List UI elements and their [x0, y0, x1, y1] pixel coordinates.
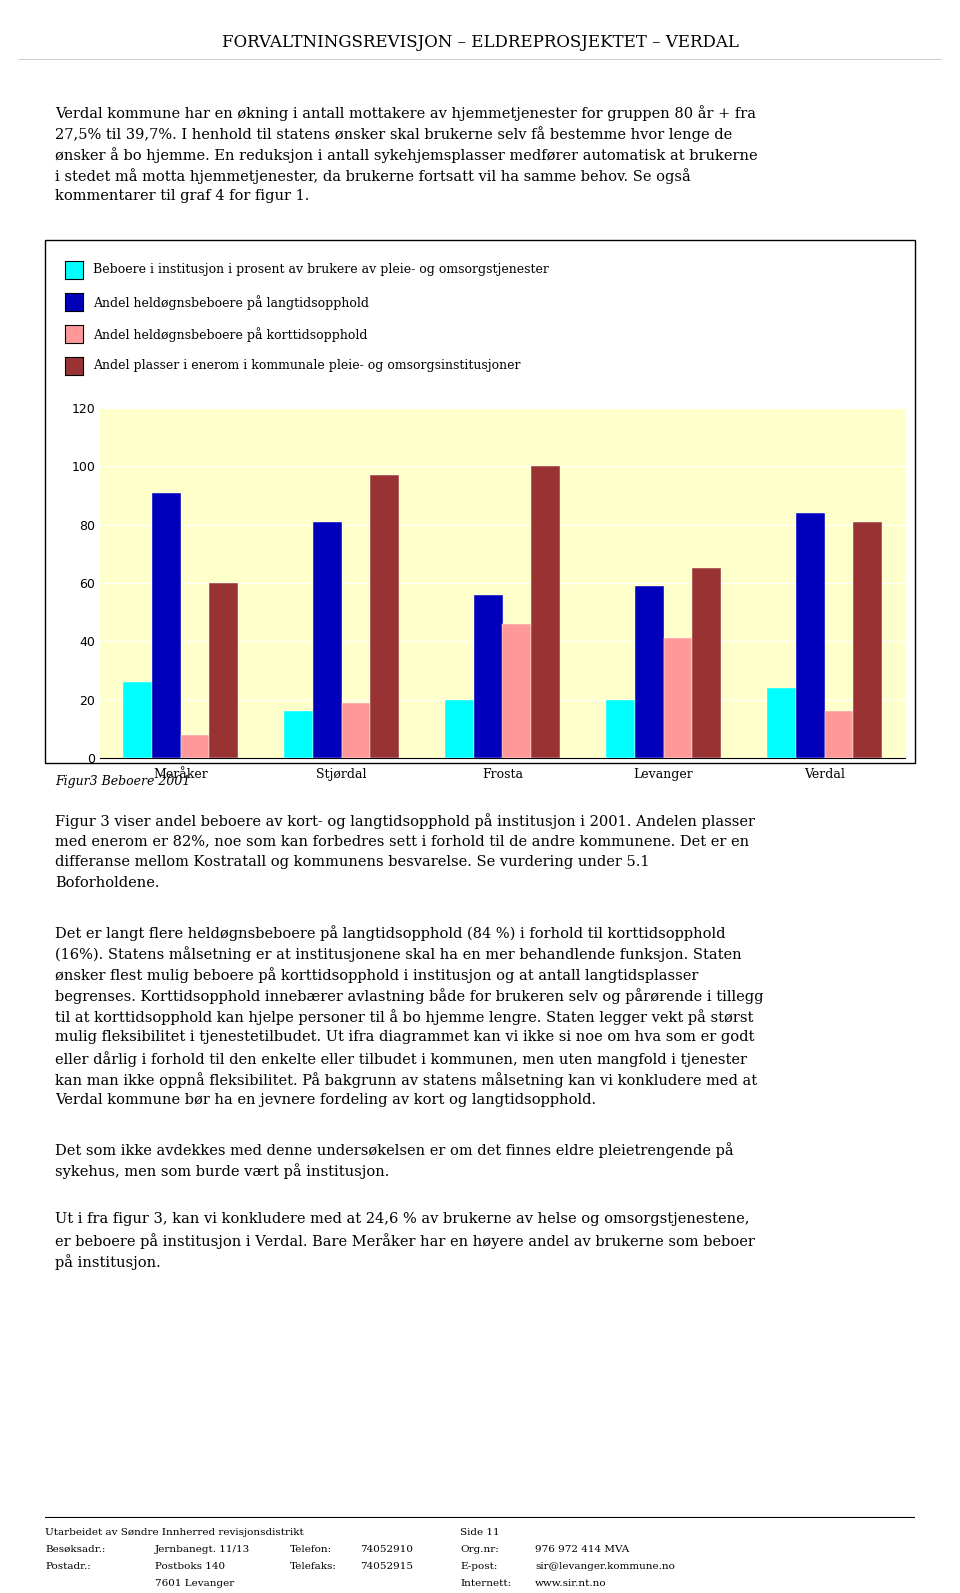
- Text: kan man ikke oppnå fleksibilitet. På bakgrunn av statens målsetning kan vi konkl: kan man ikke oppnå fleksibilitet. På bak…: [55, 1072, 757, 1088]
- Text: Figur 3 viser andel beboere av kort- og langtidsopphold på institusjon i 2001. A: Figur 3 viser andel beboere av kort- og …: [55, 812, 755, 828]
- Text: Verdal kommune har en økning i antall mottakere av hjemmetjenester for gruppen 8: Verdal kommune har en økning i antall mo…: [55, 105, 756, 121]
- Bar: [371, 475, 399, 758]
- Bar: [313, 523, 342, 758]
- FancyBboxPatch shape: [45, 241, 915, 763]
- Text: Telefon:: Telefon:: [290, 1545, 332, 1555]
- Bar: [152, 492, 180, 758]
- Text: Postboks 140: Postboks 140: [155, 1563, 226, 1571]
- Bar: [123, 682, 152, 758]
- Text: Det er langt flere heldøgnsbeboere på langtidsopphold (84 %) i forhold til kortt: Det er langt flere heldøgnsbeboere på la…: [55, 926, 726, 941]
- Text: Andel heldøgnsbeboere på langtidsopphold: Andel heldøgnsbeboere på langtidsopphold: [93, 295, 369, 311]
- Text: eller dårlig i forhold til den enkelte eller tilbudet i kommunen, men uten mangf: eller dårlig i forhold til den enkelte e…: [55, 1051, 747, 1067]
- Bar: [444, 699, 473, 758]
- Text: Andel heldøgnsbeboere på korttidsopphold: Andel heldøgnsbeboere på korttidsopphold: [93, 327, 368, 342]
- Bar: [342, 703, 371, 758]
- Bar: [853, 523, 882, 758]
- Text: 7601 Levanger: 7601 Levanger: [155, 1579, 234, 1588]
- Text: Det som ikke avdekkes med denne undersøkelsen er om det finnes eldre pleietrenge: Det som ikke avdekkes med denne undersøk…: [55, 1142, 733, 1158]
- Text: 976 972 414 MVA: 976 972 414 MVA: [535, 1545, 629, 1555]
- Text: www.sir.nt.no: www.sir.nt.no: [535, 1579, 607, 1588]
- Text: Jernbanegt. 11/13: Jernbanegt. 11/13: [155, 1545, 251, 1555]
- Bar: [692, 569, 722, 758]
- Text: til at korttidsopphold kan hjelpe personer til å bo hjemme lengre. Staten legger: til at korttidsopphold kan hjelpe person…: [55, 1008, 754, 1024]
- Text: mulig fleksibilitet i tjenestetilbudet. Ut ifra diagrammet kan vi ikke si noe om: mulig fleksibilitet i tjenestetilbudet. …: [55, 1031, 755, 1043]
- Text: Org.nr:: Org.nr:: [460, 1545, 499, 1555]
- Text: Side 11: Side 11: [460, 1528, 499, 1537]
- Bar: [663, 639, 692, 758]
- Text: Boforholdene.: Boforholdene.: [55, 876, 159, 890]
- Text: 74052910: 74052910: [360, 1545, 413, 1555]
- Bar: [283, 712, 313, 758]
- Text: Andel plasser i enerom i kommunale pleie- og omsorgsinstitusjoner: Andel plasser i enerom i kommunale pleie…: [93, 358, 520, 373]
- Text: Telefaks:: Telefaks:: [290, 1563, 337, 1571]
- Text: i stedet må motta hjemmetjenester, da brukerne fortsatt vil ha samme behov. Se o: i stedet må motta hjemmetjenester, da br…: [55, 167, 691, 183]
- Text: differanse mellom Kostratall og kommunens besvarelse. Se vurdering under 5.1: differanse mellom Kostratall og kommunen…: [55, 855, 650, 870]
- Bar: [606, 699, 635, 758]
- Text: Verdal kommune bør ha en jevnere fordeling av kort og langtidsopphold.: Verdal kommune bør ha en jevnere fordeli…: [55, 1093, 596, 1107]
- Bar: [825, 712, 853, 758]
- Bar: [502, 624, 532, 758]
- Bar: [796, 513, 825, 758]
- Text: på institusjon.: på institusjon.: [55, 1254, 160, 1270]
- Text: med enerom er 82%, noe som kan forbedres sett i forhold til de andre kommunene. : med enerom er 82%, noe som kan forbedres…: [55, 835, 749, 847]
- Bar: [532, 467, 561, 758]
- Text: er beboere på institusjon i Verdal. Bare Meråker har en høyere andel av brukerne: er beboere på institusjon i Verdal. Bare…: [55, 1233, 755, 1249]
- Text: Beboere i institusjon i prosent av brukere av pleie- og omsorgstjenester: Beboere i institusjon i prosent av bruke…: [93, 263, 549, 276]
- Text: 74052915: 74052915: [360, 1563, 413, 1571]
- Bar: [209, 583, 238, 758]
- Bar: [635, 586, 663, 758]
- Text: sykehus, men som burde vært på institusjon.: sykehus, men som burde vært på institusj…: [55, 1163, 390, 1179]
- Text: Ut i fra figur 3, kan vi konkludere med at 24,6 % av brukerne av helse og omsorg: Ut i fra figur 3, kan vi konkludere med …: [55, 1212, 750, 1227]
- Text: E-post:: E-post:: [460, 1563, 497, 1571]
- Text: ønsker å bo hjemme. En reduksjon i antall sykehjemsplasser medfører automatisk a: ønsker å bo hjemme. En reduksjon i antal…: [55, 147, 757, 162]
- Text: Figur3 Beboere 2001: Figur3 Beboere 2001: [55, 776, 190, 789]
- Text: 27,5% til 39,7%. I henhold til statens ønsker skal brukerne selv få bestemme hvo: 27,5% til 39,7%. I henhold til statens ø…: [55, 126, 732, 142]
- Text: Internett:: Internett:: [460, 1579, 511, 1588]
- Bar: [766, 688, 796, 758]
- Text: (16%). Statens målsetning er at institusjonene skal ha en mer behandlende funksj: (16%). Statens målsetning er at institus…: [55, 946, 742, 962]
- Text: kommentarer til graf 4 for figur 1.: kommentarer til graf 4 for figur 1.: [55, 190, 309, 202]
- Text: Utarbeidet av Søndre Innherred revisjonsdistrikt: Utarbeidet av Søndre Innherred revisjons…: [45, 1528, 303, 1537]
- Text: sir@levanger.kommune.no: sir@levanger.kommune.no: [535, 1563, 675, 1571]
- Bar: [180, 734, 209, 758]
- Bar: [473, 594, 502, 758]
- Text: begrenses. Korttidsopphold innebærer avlastning både for brukeren selv og pårøre: begrenses. Korttidsopphold innebærer avl…: [55, 988, 763, 1004]
- Text: Postadr.:: Postadr.:: [45, 1563, 91, 1571]
- Text: Besøksadr.:: Besøksadr.:: [45, 1545, 106, 1555]
- Text: FORVALTNINGSREVISJON – ELDREPROSJEKTET – VERDAL: FORVALTNINGSREVISJON – ELDREPROSJEKTET –…: [222, 33, 738, 51]
- Text: ønsker flest mulig beboere på korttidsopphold i institusjon og at antall langtid: ønsker flest mulig beboere på korttidsop…: [55, 967, 698, 983]
